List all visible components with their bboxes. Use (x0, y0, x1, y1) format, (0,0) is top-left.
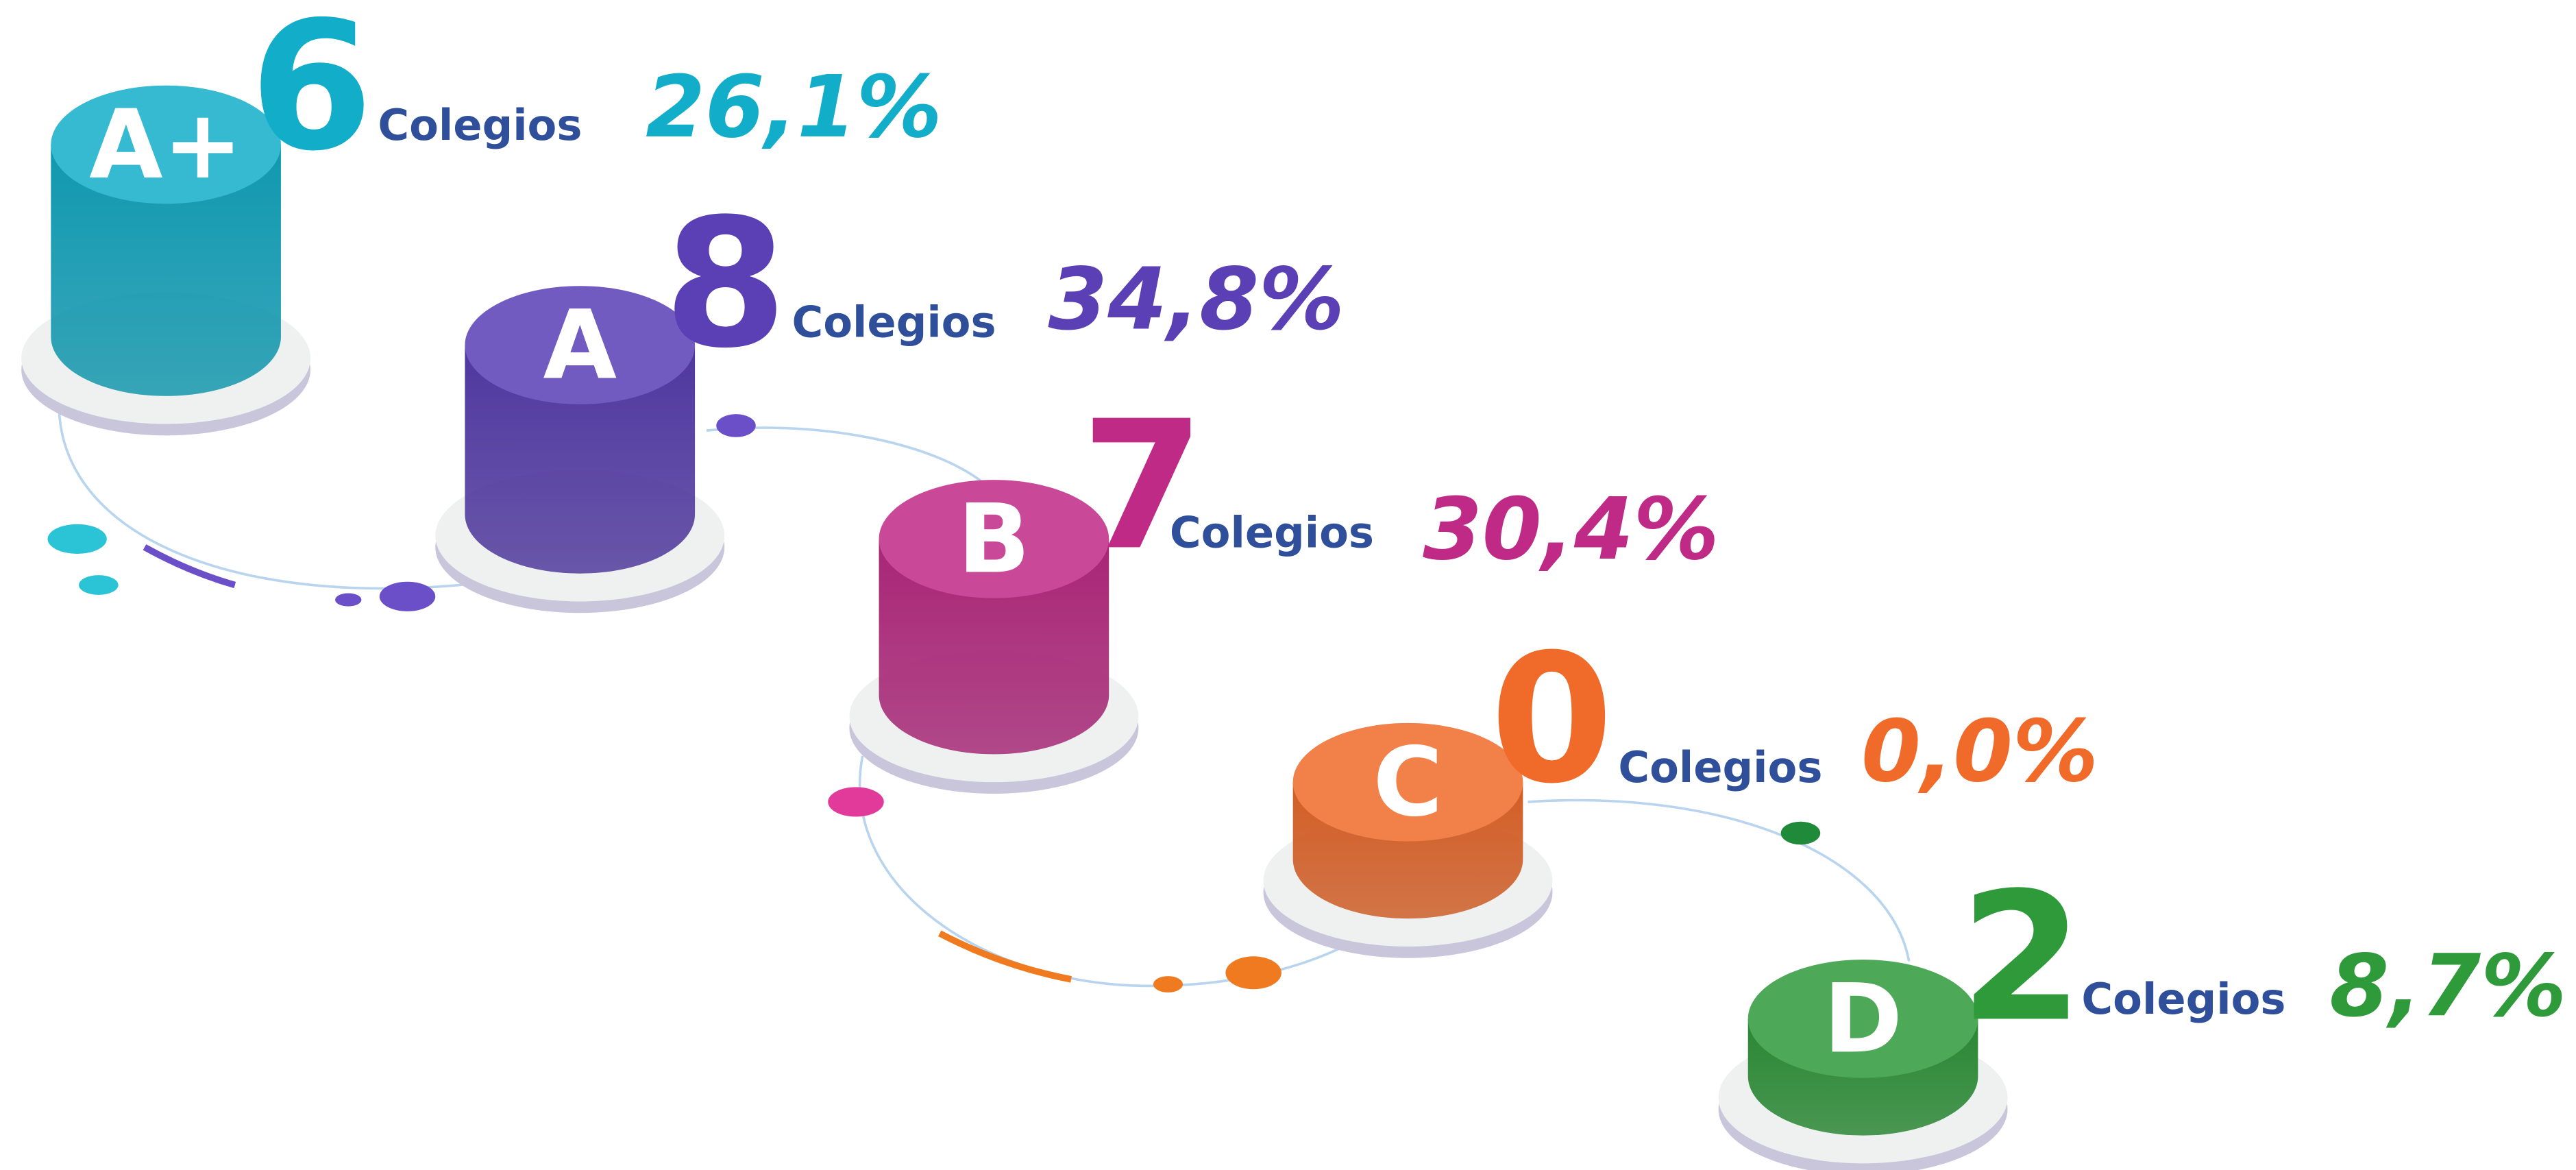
dot (828, 787, 884, 816)
count: 2 (1960, 855, 2083, 1061)
unit: Colegios (2081, 974, 2285, 1024)
infographic: A+6Colegios26,1%A8Colegios34,8%B7Colegio… (0, 0, 2576, 1170)
unit: Colegios (378, 100, 582, 150)
dot (716, 414, 756, 437)
percent: 34,8% (1048, 250, 1344, 350)
count: 8 (664, 181, 787, 387)
connector (707, 428, 986, 485)
count: 0 (1490, 617, 1613, 823)
dot (48, 524, 107, 554)
percent: 30,4% (1423, 480, 1719, 579)
percent: 26,1% (646, 58, 942, 157)
dot (380, 582, 436, 611)
count: 7 (1081, 383, 1204, 589)
percent: 0,0% (1861, 702, 2098, 801)
percent: 8,7% (2329, 937, 2566, 1036)
grade-label: B (957, 483, 1030, 594)
accent (940, 934, 1071, 979)
count: 6 (249, 0, 373, 191)
dot (335, 593, 361, 606)
grade-label: A+ (89, 89, 243, 200)
connector (59, 411, 476, 588)
grade-label: C (1373, 727, 1443, 838)
dot (1153, 976, 1183, 992)
dot (1225, 956, 1281, 989)
grade-label: D (1824, 963, 1902, 1074)
grade-label: A (543, 289, 617, 400)
accent (145, 547, 235, 585)
page: {"items": [ {"grade": "A+", "count": "6"… (0, 0, 2576, 1170)
dot (1781, 822, 1821, 845)
unit: Colegios (1170, 507, 1374, 557)
unit: Colegios (1618, 742, 1822, 792)
unit: Colegios (792, 297, 996, 348)
dot (79, 575, 119, 595)
connector (1528, 801, 1909, 962)
